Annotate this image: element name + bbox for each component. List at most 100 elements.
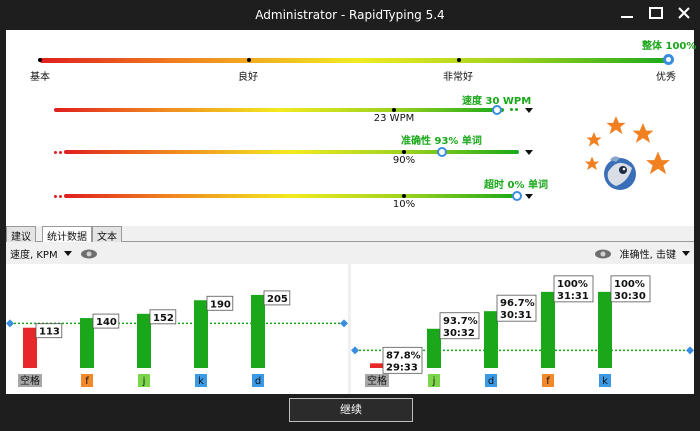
data-label-text: 30:31	[500, 310, 532, 321]
data-label-text: 113	[39, 327, 60, 338]
close-icon[interactable]	[673, 3, 695, 25]
tab-advice[interactable]: 建议	[6, 226, 36, 243]
minimize-icon[interactable]	[616, 3, 638, 25]
data-label: 100%31:31	[553, 275, 594, 303]
speed-current-tick	[392, 108, 396, 112]
overall-tick-verygood	[457, 58, 461, 62]
key-cap-label: j	[142, 376, 146, 387]
chevron-down-icon	[63, 251, 72, 256]
data-label-box	[206, 295, 234, 311]
speed-value: 23 WPM	[373, 113, 415, 124]
left-metric-label: 速度, KPM	[10, 250, 58, 261]
scale-good: 良好	[238, 72, 258, 83]
chart-bar	[194, 300, 208, 368]
eye-icon[interactable]	[80, 249, 98, 259]
footer-bar: 继续	[0, 394, 700, 431]
overtime-value: 10%	[392, 199, 416, 210]
maximize-icon[interactable]	[645, 3, 667, 25]
overtime-extra-dot	[59, 195, 62, 198]
data-label-box	[149, 309, 177, 325]
key-cap-label: f	[85, 376, 89, 387]
data-label-text: 87.8%	[386, 350, 421, 361]
overtime-dropdown-icon[interactable]	[525, 194, 533, 199]
data-label-text: 31:31	[557, 291, 589, 302]
data-label: 205	[263, 290, 291, 306]
statistics-panel: 速度, KPM 准确性, 击键 113 空格 140 f 152 j 190 k 205 d 87…	[6, 242, 694, 394]
data-label-box	[610, 275, 651, 303]
data-label-box	[439, 312, 480, 340]
data-label-text: 190	[210, 299, 231, 310]
key-cap-label: d	[255, 376, 261, 387]
data-label: 140	[92, 313, 120, 329]
data-label-box	[35, 323, 63, 339]
overall-tick-good	[247, 58, 251, 62]
left-metric-selector[interactable]: 速度, KPM	[10, 246, 98, 261]
scale-excellent: 优秀	[656, 72, 676, 83]
data-label-text: 30:32	[443, 328, 475, 339]
accuracy-chart-svg: 87.8%29:33空格93.7%30:32j96.7%30:31d100%31…	[351, 275, 694, 387]
accuracy-dropdown-icon[interactable]	[525, 150, 533, 155]
chart-bar	[251, 294, 265, 368]
accuracy-bar	[64, 150, 519, 154]
data-label-box	[553, 275, 594, 303]
scale-verygood: 非常好	[443, 72, 473, 83]
key-cap	[252, 374, 264, 387]
data-label: 96.7%30:31	[496, 294, 537, 322]
overtime-extra-dot	[54, 195, 57, 198]
tab-text[interactable]: 文本	[92, 226, 122, 243]
data-label-box	[263, 290, 291, 306]
key-cap	[138, 374, 150, 387]
overall-bar	[40, 58, 670, 63]
chart-bar	[484, 311, 498, 368]
right-metric-selector[interactable]: 准确性, 击键	[594, 246, 690, 261]
key-cap-label: k	[198, 376, 204, 387]
overtime-knob[interactable]	[512, 191, 522, 201]
accuracy-knob[interactable]	[437, 147, 447, 157]
chart-bar	[137, 313, 151, 368]
speed-extra-dot	[510, 108, 513, 111]
accuracy-value: 90%	[392, 155, 416, 166]
data-label-text: 100%	[557, 279, 588, 290]
data-label: 93.7%30:32	[439, 312, 480, 340]
eye-icon[interactable]	[594, 249, 612, 259]
overtime-current-tick	[402, 194, 406, 198]
key-cap-label: 空格	[367, 374, 387, 387]
overall-knob[interactable]	[663, 54, 674, 65]
scale-basic: 基本	[30, 72, 50, 83]
data-label-text: 140	[96, 317, 117, 328]
data-label: 113	[35, 323, 63, 339]
rating-stars-logo	[580, 112, 680, 202]
data-label-text: 29:33	[386, 362, 418, 373]
data-label-box	[92, 313, 120, 329]
chevron-down-icon	[682, 251, 690, 256]
data-label: 87.8%29:33	[382, 346, 423, 374]
chart-bar	[427, 328, 441, 368]
speed-bar	[54, 108, 504, 112]
reference-marker-left	[351, 346, 359, 355]
speed-chart-svg: 113 空格 140 f 152 j 190 k 205 d	[6, 290, 348, 387]
speed-dropdown-icon[interactable]	[525, 108, 533, 113]
overtime-label: 超时 0% 单词	[484, 180, 548, 191]
overall-tick-basic	[38, 58, 42, 62]
data-label-text: 100%	[614, 279, 645, 290]
continue-button[interactable]: 继续	[289, 398, 413, 422]
reference-marker-left	[6, 319, 14, 328]
key-cap	[485, 374, 497, 387]
overall-label: 整体 100%	[642, 41, 697, 52]
chart-bar	[23, 327, 37, 368]
summary-panel: 整体 100% 基本 良好 非常好 优秀 速度 30 WPM 23 WPM 准确…	[6, 30, 697, 226]
speed-chart: 113 空格 140 f 152 j 190 k 205 d	[6, 264, 348, 394]
accuracy-current-tick	[402, 150, 406, 154]
chart-bar	[598, 291, 612, 368]
tab-statistics[interactable]: 统计数据	[42, 226, 92, 243]
chart-bar	[80, 318, 94, 368]
data-label-text: 152	[153, 313, 174, 324]
accuracy-label: 准确性 93% 单词	[401, 136, 482, 147]
right-metric-label: 准确性, 击键	[619, 250, 676, 261]
data-label-text: 30:30	[614, 291, 646, 302]
chart-bar	[541, 291, 555, 368]
key-cap	[365, 374, 389, 387]
data-label: 100%30:30	[610, 275, 651, 303]
key-cap	[195, 374, 207, 387]
speed-knob[interactable]	[492, 105, 502, 115]
